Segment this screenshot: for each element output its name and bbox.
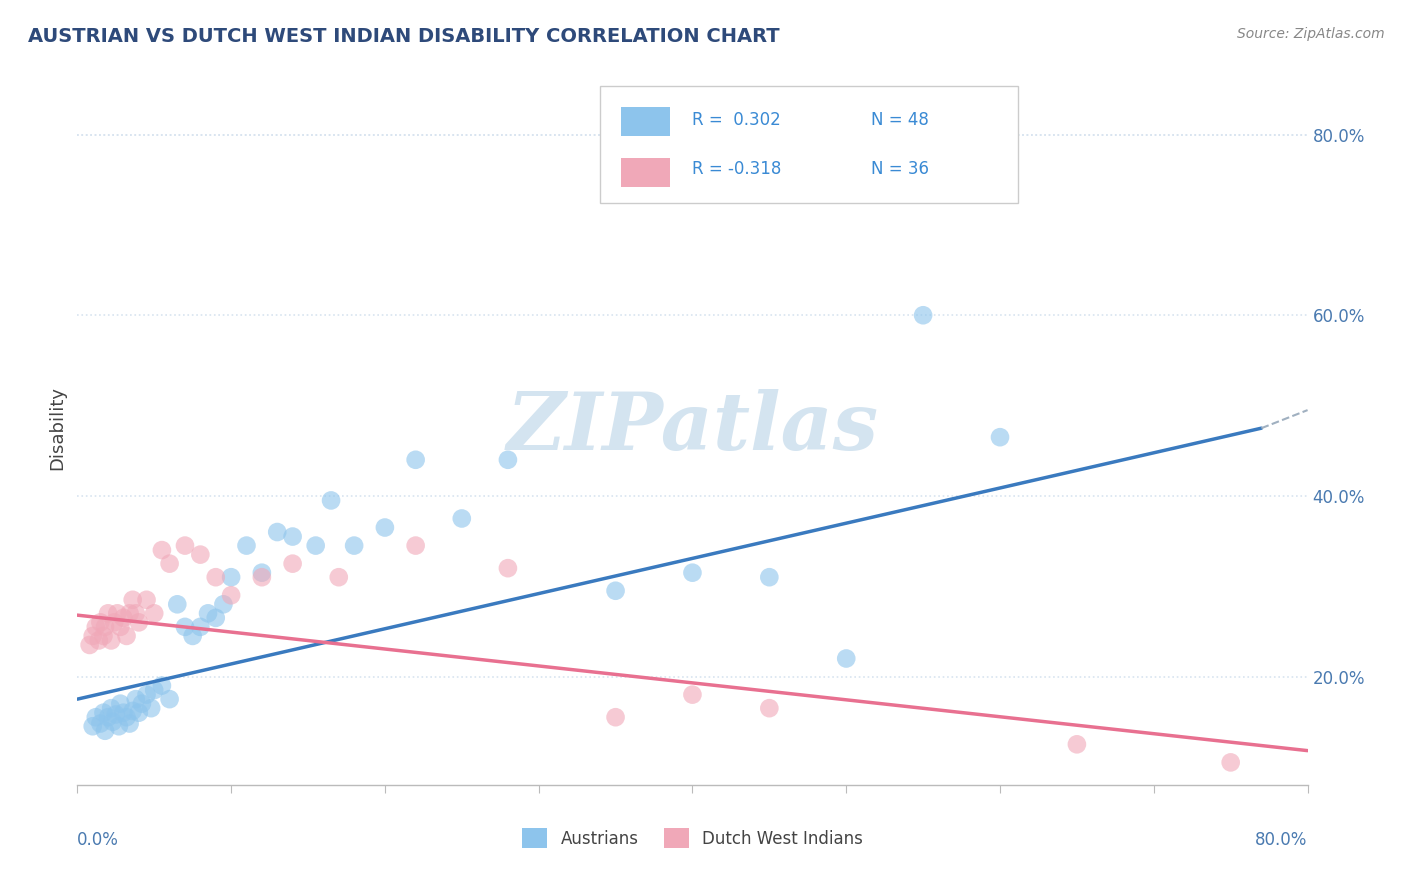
Point	[84, 620, 107, 634]
Point	[112, 706, 135, 720]
Point	[97, 710, 120, 724]
Point	[281, 530, 304, 544]
Point	[204, 611, 226, 625]
Point	[84, 710, 107, 724]
Text: Source: ZipAtlas.com: Source: ZipAtlas.com	[1237, 27, 1385, 41]
FancyBboxPatch shape	[621, 107, 671, 136]
Point	[328, 570, 350, 584]
Point	[405, 452, 427, 467]
Point	[496, 561, 519, 575]
Point	[219, 588, 242, 602]
FancyBboxPatch shape	[600, 86, 1018, 203]
Point	[115, 710, 138, 724]
Point	[100, 633, 122, 648]
Point	[1066, 737, 1088, 751]
Point	[87, 633, 110, 648]
Text: ZIPatlas: ZIPatlas	[506, 390, 879, 467]
Text: R = -0.318: R = -0.318	[693, 160, 782, 178]
Point	[174, 539, 197, 553]
Point	[94, 723, 117, 738]
Point	[405, 539, 427, 553]
Point	[143, 607, 166, 621]
Text: AUSTRIAN VS DUTCH WEST INDIAN DISABILITY CORRELATION CHART: AUSTRIAN VS DUTCH WEST INDIAN DISABILITY…	[28, 27, 780, 45]
Point	[197, 607, 219, 621]
Point	[118, 716, 141, 731]
Point	[121, 704, 143, 718]
Point	[374, 520, 396, 534]
Point	[143, 683, 166, 698]
Point	[835, 651, 858, 665]
Point	[988, 430, 1011, 444]
Point	[105, 607, 128, 621]
Point	[118, 607, 141, 621]
Point	[188, 548, 212, 562]
Point	[181, 629, 204, 643]
Y-axis label: Disability: Disability	[48, 386, 66, 470]
Point	[682, 688, 704, 702]
Point	[212, 597, 235, 611]
Point	[758, 701, 780, 715]
Point	[115, 629, 138, 643]
Point	[204, 570, 226, 584]
Point	[128, 706, 150, 720]
Point	[319, 493, 342, 508]
Text: 80.0%: 80.0%	[1256, 831, 1308, 849]
Point	[125, 692, 148, 706]
Point	[450, 511, 472, 525]
Point	[82, 629, 104, 643]
Point	[128, 615, 150, 630]
Point	[110, 620, 132, 634]
Point	[93, 629, 115, 643]
Point	[174, 620, 197, 634]
Point	[305, 539, 328, 553]
Point	[89, 615, 111, 630]
Point	[104, 707, 127, 722]
Point	[150, 679, 173, 693]
Point	[103, 615, 125, 630]
Point	[758, 570, 780, 584]
Point	[131, 697, 153, 711]
Point	[135, 688, 157, 702]
Text: N = 48: N = 48	[870, 112, 929, 129]
Text: 0.0%: 0.0%	[77, 831, 120, 849]
Point	[1219, 756, 1241, 770]
Point	[159, 692, 181, 706]
Point	[121, 592, 143, 607]
Point	[188, 620, 212, 634]
Point	[97, 607, 120, 621]
Point	[112, 611, 135, 625]
Point	[605, 710, 627, 724]
Point	[605, 583, 627, 598]
Point	[343, 539, 366, 553]
Point	[141, 701, 163, 715]
Point	[101, 714, 124, 729]
Legend: Austrians, Dutch West Indians: Austrians, Dutch West Indians	[516, 822, 869, 855]
Point	[250, 570, 273, 584]
Point	[266, 524, 288, 539]
Point	[94, 620, 117, 634]
Point	[496, 452, 519, 467]
Point	[159, 557, 181, 571]
Point	[235, 539, 257, 553]
Text: R =  0.302: R = 0.302	[693, 112, 782, 129]
Point	[281, 557, 304, 571]
Point	[250, 566, 273, 580]
Point	[110, 697, 132, 711]
Point	[82, 719, 104, 733]
Point	[89, 716, 111, 731]
Point	[93, 706, 115, 720]
Point	[100, 701, 122, 715]
Point	[108, 719, 131, 733]
Point	[79, 638, 101, 652]
Point	[219, 570, 242, 584]
Point	[166, 597, 188, 611]
Point	[150, 543, 173, 558]
Point	[125, 607, 148, 621]
Point	[682, 566, 704, 580]
FancyBboxPatch shape	[621, 158, 671, 186]
Point	[135, 592, 157, 607]
Point	[912, 308, 935, 322]
Text: N = 36: N = 36	[870, 160, 929, 178]
